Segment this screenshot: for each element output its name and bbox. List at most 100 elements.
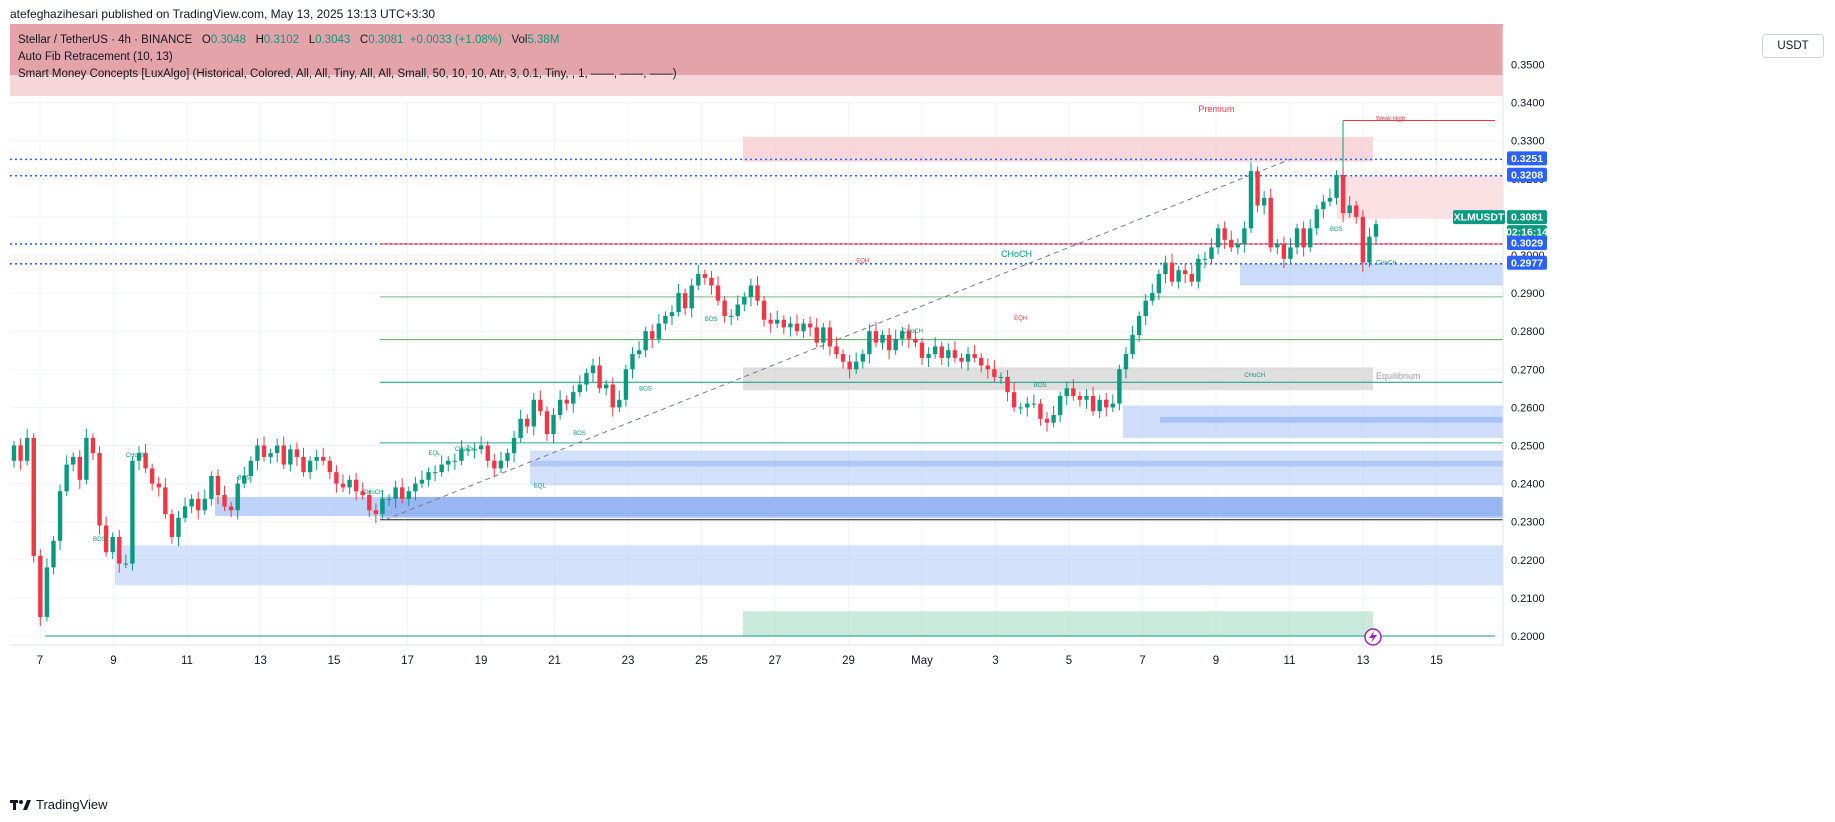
candle [44,567,50,617]
candle [465,449,471,451]
candle [992,369,997,377]
time-tick-label: May [911,655,933,667]
candle [1104,399,1109,408]
demand-zone [530,450,1503,486]
candle [1261,197,1267,206]
candle [544,411,550,435]
candle [1025,403,1030,408]
candle [196,498,201,511]
candle [669,312,675,316]
chart-annotation: EQH [1014,316,1027,322]
candle [834,346,839,355]
candle [498,460,504,469]
candle [761,300,767,320]
candle [347,479,352,488]
legend-vol: 5.38M [527,34,560,46]
equilibrium-zone [743,367,1373,391]
time-tick-label: 7 [1139,655,1145,667]
candle [1044,418,1050,423]
candle [663,315,668,324]
legend-vol-label: Vol [511,34,528,46]
currency-selector[interactable]: USDT [1762,34,1824,58]
candle [77,456,82,480]
chart-annotation: BOS [573,431,586,437]
candle [998,376,1004,378]
chart-annotation: EQL [429,451,442,457]
candle [847,361,852,370]
candle [932,346,938,355]
candle [518,418,523,438]
price-tick-label: 0.2900 [1511,288,1545,300]
legend-open-label: O [201,34,211,46]
legend-close: 0.3081 [368,34,404,46]
time-tick-label: 15 [1430,655,1443,667]
candle [571,392,576,404]
candle [840,354,846,362]
candle [946,350,951,358]
candle [386,498,392,500]
time-tick-label: 11 [181,655,193,667]
candle [1130,335,1135,355]
candle [735,304,740,316]
candle [228,506,234,511]
candle [360,491,365,496]
candle [110,536,115,553]
chart-annotation: Premium [1198,104,1234,114]
candle [1354,205,1359,217]
candle [1038,403,1043,419]
time-tick-label: 21 [548,655,561,667]
price-label: 02:16:14 [1506,227,1548,239]
candle [1215,228,1221,248]
candle [696,274,701,286]
candle [1275,243,1280,248]
price-label: 0.3251 [1511,153,1543,165]
candle [1334,174,1339,198]
candle [715,285,721,301]
candle [321,456,326,461]
candle [768,319,773,324]
candle [1163,262,1168,275]
time-tick-label: 25 [695,655,708,667]
candle [1301,228,1306,248]
candle [511,437,517,454]
candle [1136,315,1142,336]
candle [248,460,254,476]
tradingview-logo-icon [10,799,31,810]
candle [702,274,708,278]
candle [373,510,379,515]
candle [623,369,629,400]
price-tick-label: 0.2600 [1511,402,1545,414]
price-tick-label: 0.3300 [1511,136,1545,148]
time-tick-label: 15 [328,655,341,667]
legend-indicator-smc[interactable]: Smart Money Concepts [LuxAlgo] (Historic… [18,68,677,80]
legend-high-label: H [255,34,264,46]
candle [327,460,333,473]
candle [492,460,497,469]
candle [452,460,458,462]
candle [189,498,194,507]
candle [748,285,754,297]
premium-zone [743,136,1373,162]
candle [1360,216,1366,263]
candle [900,331,905,339]
chart-annotation: EQH [856,259,869,265]
legend-indicator-fib[interactable]: Auto Fib Retracement (10, 13) [18,51,173,63]
time-tick-label: 23 [622,655,635,667]
candle [176,517,181,537]
candle [1011,392,1017,408]
candle [709,277,714,286]
candle [255,445,260,461]
candle [794,323,800,332]
candle [1347,205,1352,214]
price-label-bg [1507,235,1547,250]
chart-annotation: BOS [1330,227,1343,233]
price-label: 0.3208 [1511,169,1543,181]
candle [728,315,734,317]
chart-annotation: BOS [1034,383,1047,389]
candle [143,453,148,469]
candle [1268,197,1273,248]
candle [1222,228,1227,240]
chart-annotation: Weak High [1376,117,1405,123]
candle [577,384,583,393]
